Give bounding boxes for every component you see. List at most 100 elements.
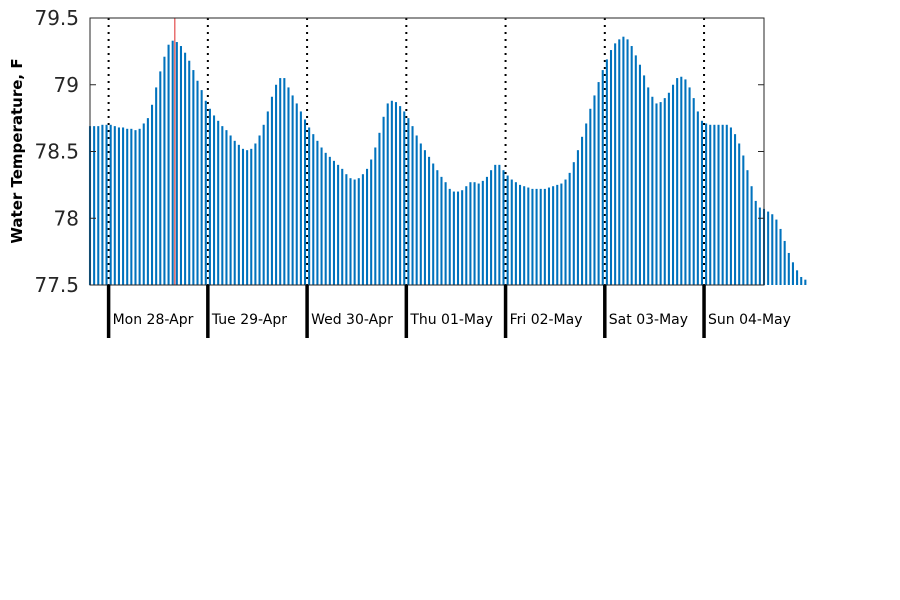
day-markers: Mon 28-Apr Tue 29-Apr Wed 30-Apr Thu 01-May… bbox=[106, 285, 791, 338]
bar bbox=[374, 147, 377, 285]
bar bbox=[361, 174, 364, 285]
bar bbox=[126, 128, 129, 285]
bar bbox=[581, 136, 584, 285]
bar bbox=[477, 183, 480, 285]
bar bbox=[262, 124, 265, 285]
day-label: Mon 28-Apr bbox=[113, 312, 194, 328]
plot-frame bbox=[89, 17, 765, 286]
bar bbox=[709, 124, 712, 285]
bar bbox=[754, 200, 757, 285]
bar bbox=[93, 126, 96, 285]
bar bbox=[200, 90, 203, 285]
bar bbox=[643, 75, 646, 285]
bar bbox=[308, 127, 311, 285]
bar bbox=[312, 134, 315, 285]
bar bbox=[485, 176, 488, 285]
bar bbox=[146, 118, 149, 285]
bar bbox=[188, 60, 191, 285]
bar bbox=[791, 262, 794, 285]
bar bbox=[568, 172, 571, 285]
bar bbox=[705, 123, 708, 285]
bar bbox=[440, 176, 443, 285]
bar bbox=[386, 103, 389, 285]
bar bbox=[295, 103, 298, 285]
bar bbox=[622, 36, 625, 285]
bar bbox=[481, 180, 484, 285]
bar bbox=[130, 128, 133, 285]
bar bbox=[258, 135, 261, 285]
bar bbox=[779, 228, 782, 285]
bar bbox=[750, 186, 753, 285]
bar bbox=[452, 191, 455, 285]
bar bbox=[432, 163, 435, 285]
bar bbox=[97, 126, 100, 285]
bar bbox=[514, 182, 517, 285]
bar bbox=[585, 123, 588, 285]
bar bbox=[535, 188, 538, 285]
bar bbox=[556, 184, 559, 285]
bar bbox=[543, 188, 546, 285]
bar bbox=[564, 179, 567, 285]
bar bbox=[266, 111, 269, 285]
bar bbox=[618, 39, 621, 285]
bar bbox=[241, 148, 245, 285]
day-label: Fri 02-May bbox=[510, 312, 583, 328]
bar bbox=[634, 55, 637, 285]
bar bbox=[614, 43, 617, 285]
bar bbox=[713, 124, 716, 285]
bar bbox=[117, 127, 120, 285]
bar bbox=[527, 187, 530, 285]
bar bbox=[423, 150, 426, 285]
bar bbox=[758, 207, 761, 285]
bar bbox=[254, 143, 257, 285]
y-tick-label: 78 bbox=[54, 206, 79, 230]
bar bbox=[700, 120, 704, 285]
bar bbox=[353, 179, 356, 285]
bar bbox=[680, 76, 683, 286]
bar bbox=[688, 87, 691, 285]
bar bbox=[572, 162, 575, 285]
bar bbox=[593, 95, 596, 286]
bar bbox=[721, 124, 724, 285]
bar bbox=[444, 182, 447, 285]
bar bbox=[436, 170, 439, 285]
bar bbox=[246, 150, 249, 285]
bar bbox=[283, 78, 286, 285]
bar bbox=[523, 186, 526, 285]
bar bbox=[113, 126, 116, 285]
bar bbox=[407, 118, 410, 285]
bar bbox=[229, 135, 232, 285]
bar bbox=[378, 132, 381, 285]
bar bbox=[175, 42, 178, 285]
day-label: Sun 04-May bbox=[708, 312, 791, 328]
bar bbox=[469, 182, 472, 285]
bar bbox=[490, 170, 493, 285]
bar bbox=[366, 168, 369, 285]
bar bbox=[696, 111, 699, 285]
bar bbox=[667, 92, 670, 285]
y-axis-label: Water Temperature, F bbox=[8, 58, 26, 243]
bar bbox=[502, 170, 505, 285]
bar bbox=[341, 168, 344, 285]
bar bbox=[155, 87, 158, 285]
bar bbox=[742, 155, 745, 285]
bar bbox=[738, 143, 741, 285]
bar bbox=[609, 50, 613, 285]
bar bbox=[204, 100, 207, 286]
bar bbox=[101, 124, 104, 285]
bar bbox=[337, 164, 340, 285]
y-tick-label: 78.5 bbox=[34, 140, 79, 164]
bar bbox=[659, 102, 662, 285]
day-label: Tue 29-Apr bbox=[211, 312, 287, 328]
bar bbox=[775, 219, 778, 285]
bar bbox=[746, 170, 749, 285]
bar bbox=[287, 87, 290, 285]
bar bbox=[109, 124, 112, 285]
bar bbox=[787, 252, 790, 285]
bar bbox=[332, 160, 335, 285]
bar bbox=[804, 279, 807, 285]
bar bbox=[638, 64, 641, 285]
bar bbox=[357, 178, 360, 285]
bar bbox=[671, 84, 675, 285]
